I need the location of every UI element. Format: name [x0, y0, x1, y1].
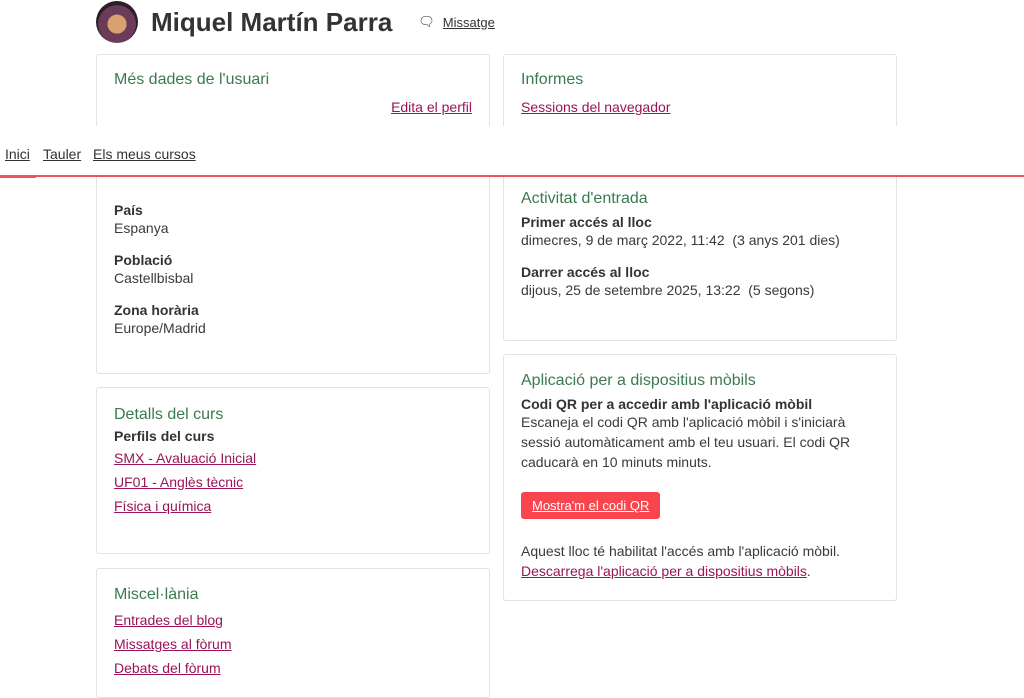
miscellany-card: Miscel·lània Entrades del blog Missatges… — [96, 568, 490, 698]
course-details-card: Detalls del curs Perfils del curs SMX - … — [96, 387, 490, 554]
browser-sessions-link[interactable]: Sessions del navegador — [521, 99, 671, 115]
card-title: Aplicació per a dispositius mòbils — [521, 372, 756, 389]
field-value: Castellbisbal — [114, 270, 194, 286]
period: . — [806, 563, 811, 579]
message-button[interactable]: 🗨︎ Missatge — [418, 14, 495, 30]
last-access-label: Darrer accés al lloc — [521, 264, 650, 280]
first-access-label: Primer accés al lloc — [521, 214, 652, 230]
nav-home[interactable]: Inici — [5, 146, 30, 162]
card-title: Activitat d'entrada — [521, 190, 648, 207]
forum-discussions-link[interactable]: Debats del fòrum — [114, 660, 221, 676]
profile-header: Miquel Martín Parra 🗨︎ Missatge — [96, 0, 495, 44]
course-link[interactable]: Física i química — [114, 498, 212, 514]
last-access-value: dijous, 25 de setembre 2025, 13:22 (5 se… — [521, 282, 815, 298]
show-qr-label: Mostra'm el codi QR — [532, 498, 650, 513]
download-app-link[interactable]: Descarrega l'aplicació per a dispositius… — [521, 563, 807, 579]
active-tab-indicator — [0, 175, 36, 178]
edit-profile-link[interactable]: Edita el perfil — [391, 99, 472, 115]
speech-bubble-icon: 🗨︎ — [418, 14, 435, 29]
field-label: País — [114, 202, 143, 218]
course-link[interactable]: SMX - Avaluació Inicial — [114, 450, 257, 466]
blog-entries-link[interactable]: Entrades del blog — [114, 612, 223, 628]
card-title: Miscel·lània — [114, 586, 199, 603]
user-name: Miquel Martín Parra — [151, 6, 393, 37]
forum-posts-link[interactable]: Missatges al fòrum — [114, 636, 232, 652]
qr-title: Codi QR per a accedir amb l'aplicació mò… — [521, 396, 813, 412]
field-value: Espanya — [114, 220, 169, 236]
show-qr-button[interactable]: Mostra'm el codi QR — [521, 492, 661, 519]
field-label: Zona horària — [114, 302, 199, 318]
message-link[interactable]: Missatge — [442, 14, 495, 30]
enabled-text: Aquest lloc té habilitat l'accés amb l'a… — [521, 543, 840, 559]
card-title: Més dades de l'usuari — [114, 71, 270, 88]
card-title: Informes — [521, 71, 584, 88]
nav-dashboard[interactable]: Tauler — [43, 146, 82, 162]
more-data-card: Més dades de l'usuari Edita el perfil Pa… — [96, 54, 490, 374]
course-profiles-label: Perfils del curs — [114, 428, 215, 444]
field-label: Població — [114, 252, 173, 268]
main-navigation: Inici Tauler Els meus cursos — [0, 126, 1024, 178]
first-access-value: dimecres, 9 de març 2022, 11:42 (3 anys … — [521, 232, 840, 248]
avatar — [96, 1, 138, 43]
course-link[interactable]: UF01 - Anglès tècnic — [114, 474, 244, 490]
nav-my-courses[interactable]: Els meus cursos — [93, 146, 196, 162]
mobile-app-card: Aplicació per a dispositius mòbils Codi … — [503, 354, 897, 601]
card-title: Detalls del curs — [114, 406, 224, 423]
field-value: Europe/Madrid — [114, 320, 206, 336]
login-activity-card: Activitat d'entrada Primer accés al lloc… — [503, 150, 897, 341]
qr-description: Escaneja el codi QR amb l'aplicació mòbi… — [521, 414, 851, 470]
